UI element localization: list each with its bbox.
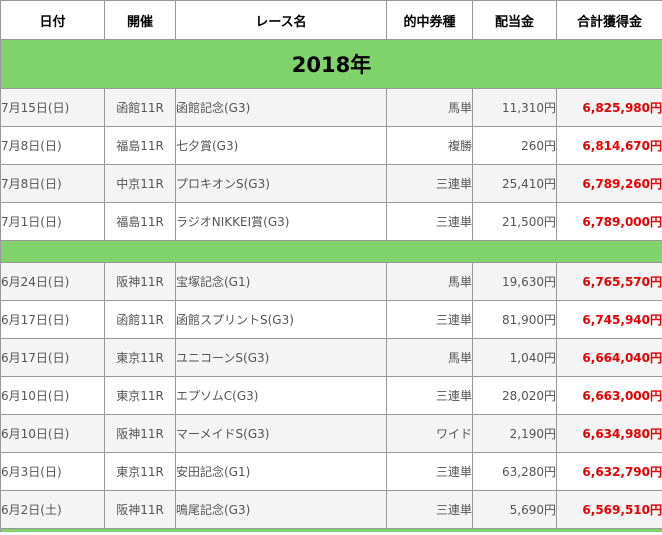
cell-date: 7月8日(日)	[0, 164, 105, 203]
cell-venue: 中京11R	[104, 164, 176, 203]
table-row: 7月1日(日) 福島11R ラジオNIKKEI賞(G3) 三連単 21,500円…	[0, 202, 662, 241]
cell-venue: 福島11R	[104, 202, 176, 241]
table-row: 6月17日(日) 函館11R 函館スプリントS(G3) 三連単 81,900円 …	[0, 300, 662, 339]
cell-venue: 函館11R	[104, 300, 176, 339]
cell-venue: 函館11R	[104, 88, 176, 127]
cell-date: 6月2日(土)	[0, 490, 105, 529]
cell-date: 7月15日(日)	[0, 88, 105, 127]
cell-race: 七夕賞(G3)	[175, 126, 387, 165]
cell-bet-type: 三連単	[386, 164, 473, 203]
cell-total: 6,825,980円	[556, 88, 662, 127]
cell-payout: 25,410円	[472, 164, 557, 203]
table-row: 6月2日(土) 阪神11R 鳴尾記念(G3) 三連単 5,690円 6,569,…	[0, 490, 662, 529]
cell-total: 6,664,040円	[556, 338, 662, 377]
cell-bet-type: 三連単	[386, 202, 473, 241]
cell-venue: 福島11R	[104, 126, 176, 165]
cell-venue: 阪神11R	[104, 490, 176, 529]
cell-race: 宝塚記念(G1)	[175, 262, 387, 301]
cell-payout: 11,310円	[472, 88, 557, 127]
cell-race: ラジオNIKKEI賞(G3)	[175, 202, 387, 241]
cell-venue: 東京11R	[104, 452, 176, 491]
cell-payout: 1,040円	[472, 338, 557, 377]
bottom-band-cell	[0, 528, 662, 532]
header-race: レース名	[175, 0, 387, 40]
cell-total: 6,663,000円	[556, 376, 662, 415]
cell-total: 6,745,940円	[556, 300, 662, 339]
header-venue: 開催	[104, 0, 176, 40]
header-date: 日付	[0, 0, 105, 40]
cell-bet-type: 三連単	[386, 376, 473, 415]
cell-total: 6,569,510円	[556, 490, 662, 529]
cell-payout: 2,190円	[472, 414, 557, 453]
cell-date: 6月10日(日)	[0, 376, 105, 415]
cell-bet-type: 三連単	[386, 300, 473, 339]
cell-payout: 19,630円	[472, 262, 557, 301]
separator-band	[0, 240, 662, 263]
cell-race: 鳴尾記念(G3)	[175, 490, 387, 529]
cell-race: マーメイドS(G3)	[175, 414, 387, 453]
cell-race: 函館スプリントS(G3)	[175, 300, 387, 339]
cell-race: ユニコーンS(G3)	[175, 338, 387, 377]
table-row: 7月15日(日) 函館11R 函館記念(G3) 馬単 11,310円 6,825…	[0, 88, 662, 127]
cell-race: エプソムC(G3)	[175, 376, 387, 415]
cell-date: 7月1日(日)	[0, 202, 105, 241]
cell-total: 6,814,670円	[556, 126, 662, 165]
cell-bet-type: 馬単	[386, 338, 473, 377]
cell-venue: 東京11R	[104, 376, 176, 415]
header-row: 日付 開催 レース名 的中券種 配当金 合計獲得金	[0, 0, 662, 40]
cell-payout: 81,900円	[472, 300, 557, 339]
cell-race: 函館記念(G3)	[175, 88, 387, 127]
cell-bet-type: 複勝	[386, 126, 473, 165]
cell-bet-type: 三連単	[386, 490, 473, 529]
cell-total: 6,789,260円	[556, 164, 662, 203]
cell-race: プロキオンS(G3)	[175, 164, 387, 203]
header-bet-type: 的中券種	[386, 0, 473, 40]
table-row: 6月3日(日) 東京11R 安田記念(G1) 三連単 63,280円 6,632…	[0, 452, 662, 491]
table-row: 6月10日(日) 東京11R エプソムC(G3) 三連単 28,020円 6,6…	[0, 376, 662, 415]
cell-total: 6,789,000円	[556, 202, 662, 241]
table-row: 7月8日(日) 中京11R プロキオンS(G3) 三連単 25,410円 6,7…	[0, 164, 662, 203]
table-row: 6月17日(日) 東京11R ユニコーンS(G3) 馬単 1,040円 6,66…	[0, 338, 662, 377]
cell-payout: 63,280円	[472, 452, 557, 491]
year-group-row: 2018年	[0, 39, 662, 89]
cell-date: 6月17日(日)	[0, 300, 105, 339]
cell-venue: 阪神11R	[104, 414, 176, 453]
cell-bet-type: 三連単	[386, 452, 473, 491]
cell-venue: 阪神11R	[104, 262, 176, 301]
year-label: 2018年	[0, 39, 662, 89]
header-payout: 配当金	[472, 0, 557, 40]
cell-total: 6,634,980円	[556, 414, 662, 453]
cell-venue: 東京11R	[104, 338, 176, 377]
cell-payout: 28,020円	[472, 376, 557, 415]
bottom-band	[0, 528, 662, 532]
month-separator	[0, 240, 662, 263]
table-row: 7月8日(日) 福島11R 七夕賞(G3) 複勝 260円 6,814,670円	[0, 126, 662, 165]
cell-date: 6月17日(日)	[0, 338, 105, 377]
table-row: 6月10日(日) 阪神11R マーメイドS(G3) ワイド 2,190円 6,6…	[0, 414, 662, 453]
cell-race: 安田記念(G1)	[175, 452, 387, 491]
cell-total: 6,765,570円	[556, 262, 662, 301]
cell-payout: 5,690円	[472, 490, 557, 529]
cell-date: 6月24日(日)	[0, 262, 105, 301]
header-total: 合計獲得金	[556, 0, 662, 40]
cell-payout: 21,500円	[472, 202, 557, 241]
cell-bet-type: ワイド	[386, 414, 473, 453]
cell-date: 6月10日(日)	[0, 414, 105, 453]
cell-date: 7月8日(日)	[0, 126, 105, 165]
table-row: 6月24日(日) 阪神11R 宝塚記念(G1) 馬単 19,630円 6,765…	[0, 262, 662, 301]
cell-total: 6,632,790円	[556, 452, 662, 491]
cell-bet-type: 馬単	[386, 88, 473, 127]
cell-payout: 260円	[472, 126, 557, 165]
cell-date: 6月3日(日)	[0, 452, 105, 491]
cell-bet-type: 馬単	[386, 262, 473, 301]
